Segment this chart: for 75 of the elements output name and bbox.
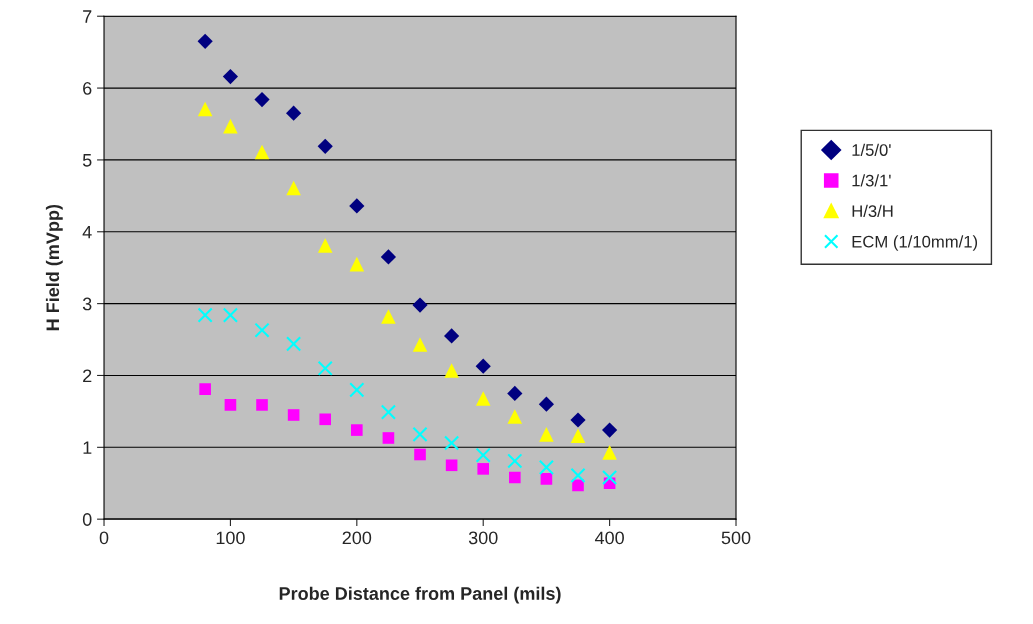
point — [222, 68, 239, 85]
point — [414, 448, 426, 461]
point — [412, 297, 428, 313]
point — [570, 412, 586, 428]
point — [224, 399, 237, 411]
point — [477, 463, 490, 475]
y-tick-label: 6 — [83, 82, 92, 95]
point — [475, 358, 491, 374]
point — [199, 383, 211, 395]
point — [444, 363, 459, 378]
point — [285, 336, 302, 352]
legend-label: ECM (1/10mm/1) — [852, 235, 978, 251]
point — [349, 382, 365, 398]
point — [254, 144, 270, 160]
point — [444, 328, 460, 344]
y-tick-label: 3 — [82, 297, 92, 311]
point — [317, 360, 333, 376]
point — [507, 385, 523, 402]
point — [443, 435, 460, 451]
legend-label: 1/3/1' — [852, 174, 891, 187]
point — [317, 138, 333, 154]
point — [507, 409, 523, 424]
y-tick-label: 4 — [82, 225, 92, 239]
point — [254, 322, 270, 338]
point — [538, 396, 555, 412]
point — [382, 432, 395, 444]
point — [351, 424, 363, 436]
point — [317, 238, 333, 253]
point — [509, 471, 521, 484]
point — [254, 91, 270, 108]
point — [572, 479, 584, 492]
point — [540, 473, 553, 485]
point — [380, 404, 397, 420]
y-tick-label: 0 — [82, 513, 92, 526]
point — [197, 101, 213, 117]
point — [539, 427, 554, 442]
point — [602, 422, 618, 438]
point — [286, 180, 301, 196]
legend-label: H/3/H — [852, 204, 893, 218]
x-tick-label: 200 — [342, 531, 372, 545]
point — [570, 428, 586, 444]
point — [197, 33, 213, 49]
x-tick-label: 0 — [99, 531, 109, 545]
point — [412, 426, 428, 443]
y-tick-label: 1 — [83, 441, 92, 454]
point — [349, 198, 365, 214]
point — [412, 337, 428, 352]
point — [256, 399, 268, 411]
y-tick-label: 5 — [82, 154, 92, 167]
y-axis-title: H Field (mVpp) — [45, 204, 63, 331]
point — [538, 459, 555, 476]
x-axis-title: Probe Distance from Panel (mils) — [279, 586, 561, 604]
point — [349, 256, 365, 272]
point — [223, 118, 238, 134]
point — [319, 413, 332, 426]
point — [197, 307, 213, 323]
point — [475, 391, 491, 406]
y-tick-label: 2 — [83, 369, 92, 383]
point — [287, 409, 300, 421]
point — [602, 445, 617, 460]
point — [445, 459, 458, 472]
legend-label: 1/5/0' — [852, 143, 891, 156]
x-tick-label: 500 — [721, 531, 751, 545]
point — [570, 467, 586, 483]
point — [222, 307, 239, 323]
point — [380, 249, 397, 265]
point — [286, 105, 302, 121]
y-tick-label: 7 — [83, 10, 92, 23]
point — [381, 309, 396, 324]
point — [601, 469, 618, 486]
x-tick-label: 300 — [468, 531, 498, 545]
point — [507, 453, 523, 469]
x-tick-label: 100 — [216, 531, 245, 545]
point — [475, 447, 491, 463]
x-tick-label: 400 — [594, 531, 624, 545]
